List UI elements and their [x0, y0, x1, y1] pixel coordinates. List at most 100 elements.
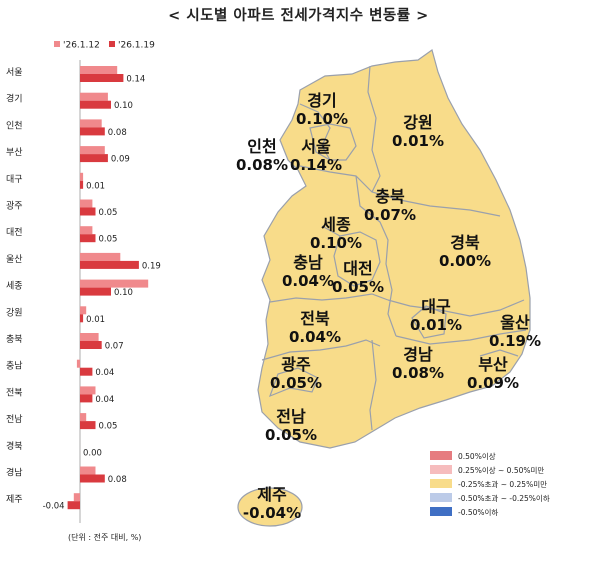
region-value: 0.05%	[270, 374, 322, 392]
bar-prev-week	[80, 119, 102, 128]
region-value: 0.01%	[410, 316, 462, 334]
bar-value-label: 0.05	[99, 235, 118, 245]
bar-value-label: 0.08	[108, 475, 127, 485]
category-label: 대전	[6, 227, 23, 238]
legend-swatch-prev-week	[54, 41, 60, 47]
region-name: 부산	[478, 355, 508, 374]
region-name: 대전	[343, 259, 372, 278]
map-labels: 경기0.10% 강원0.01%인천0.08%서울0.14%충북0.07%세종0.1…	[236, 91, 541, 522]
bar-this-week	[80, 234, 96, 243]
key-label: 0.25%이상 ~ 0.50%미만	[458, 465, 544, 475]
region-value: 0.10%	[296, 110, 348, 128]
region-value: 0.08%	[236, 156, 288, 174]
category-label: 울산	[6, 254, 23, 265]
key-label: -0.50%이하	[458, 507, 498, 517]
category-label: 강원	[6, 307, 23, 318]
region-name: 대구	[421, 297, 451, 316]
key-swatch	[430, 451, 452, 460]
bar-this-week	[80, 314, 84, 323]
region-name: 제주	[257, 485, 287, 504]
category-label: 세종	[6, 281, 23, 292]
region-value: -0.04%	[243, 504, 301, 522]
bar-prev-week	[80, 306, 87, 315]
key-swatch	[430, 465, 452, 474]
region-name: 충남	[293, 253, 323, 272]
key-swatch	[430, 479, 452, 488]
jeju-shape	[237, 487, 303, 527]
category-label: 전남	[6, 414, 23, 425]
bar-this-week	[80, 100, 111, 109]
category-label: 서울	[6, 67, 23, 78]
chart-title: < 시도별 아파트 전세가격지수 변동률 >	[168, 8, 429, 24]
region-value: 0.14%	[290, 156, 342, 174]
legend-label-prev-week: '26.1.12	[63, 41, 100, 51]
bar-this-week	[80, 154, 108, 163]
unit-note: (단위 : 전주 대비, %)	[68, 532, 141, 542]
bar-this-week	[80, 287, 111, 296]
bar-this-week	[80, 474, 105, 483]
bar-prev-week	[80, 386, 96, 395]
category-label: 전북	[6, 387, 23, 398]
bar-value-label: 0.10	[114, 288, 133, 298]
region-value: 0.08%	[392, 364, 444, 382]
region-name: 세종	[321, 215, 351, 234]
bar-this-week	[80, 394, 93, 403]
bar-prev-week	[73, 493, 80, 502]
bar-prev-week	[80, 279, 149, 288]
bar-prev-week	[80, 92, 108, 101]
region-value: 0.01%	[392, 132, 444, 150]
region-value: 0.04%	[282, 272, 334, 290]
bar-value-label: 0.05	[99, 208, 118, 218]
category-label: 경남	[6, 467, 23, 479]
bar-value-label: 0.19	[142, 261, 161, 271]
bar-this-week	[80, 74, 124, 82]
region-value: 0.19%	[489, 332, 541, 350]
bar-value-label: -0.04	[43, 502, 65, 512]
region-value: 0.05%	[265, 426, 317, 444]
bar-this-week	[80, 127, 105, 136]
bar-this-week	[80, 260, 139, 269]
region-value: 0.09%	[467, 374, 519, 392]
key-label: -0.50%초과 ~ -0.25%이하	[458, 493, 550, 503]
category-label: 광주	[6, 200, 23, 212]
bar-value-label: 0.07	[105, 342, 124, 352]
bar-value-label: 0.05	[99, 422, 118, 432]
region-name: 서울	[301, 137, 331, 156]
legend-swatch-this-week	[109, 41, 115, 47]
bar-value-label: 0.04	[95, 368, 114, 378]
region-name: 전북	[300, 309, 330, 328]
region-name: 충북	[375, 187, 405, 206]
bar-value-label: 0.10	[114, 101, 133, 111]
region-name: 경북	[450, 233, 480, 252]
category-label: 부산	[6, 147, 23, 158]
bar-prev-week	[80, 466, 96, 475]
bar-prev-week	[80, 252, 121, 261]
bar-prev-week	[80, 199, 93, 208]
bar-this-week	[67, 501, 80, 510]
bar-value-label: 0.01	[86, 315, 105, 325]
region-name: 광주	[281, 355, 311, 374]
region-value: 0.00%	[439, 252, 491, 270]
bar-this-week	[80, 180, 84, 189]
bar-value-label: 0.14	[126, 75, 145, 85]
bar-prev-week	[80, 146, 105, 155]
bar-prev-week	[80, 172, 84, 181]
category-label: 인천	[6, 120, 23, 131]
category-label: 제주	[6, 494, 23, 505]
bar-value-label: 0.01	[86, 181, 105, 191]
bar-this-week	[80, 341, 102, 349]
region-value: 0.05%	[332, 278, 384, 296]
region-name: 전남	[276, 407, 306, 426]
bar-prev-week	[80, 226, 93, 235]
region-value: 0.10%	[310, 234, 362, 252]
bar-this-week	[80, 207, 96, 216]
region-borders	[261, 65, 527, 431]
bar-value-label: 0.00	[83, 448, 102, 458]
region-name: 경남	[403, 345, 433, 364]
region-value: 0.04%	[289, 328, 341, 346]
map-color-key: 0.50%이상 0.25%이상 ~ 0.50%미만 -0.25%초과 ~ 0.25%…	[430, 451, 550, 517]
key-swatch	[430, 507, 452, 516]
key-label: -0.25%초과 ~ 0.25%미만	[458, 480, 547, 489]
